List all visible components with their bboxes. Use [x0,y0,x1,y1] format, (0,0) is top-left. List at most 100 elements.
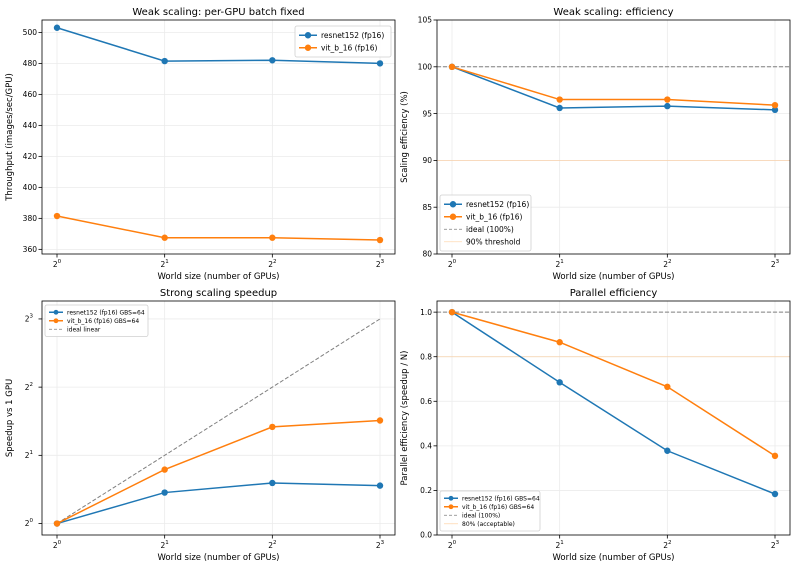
legend-label: vit_b_16 (fp16) [466,212,523,221]
data-point [664,383,671,390]
legend: resnet152 (fp16) GBS=64 vit_b_16 (fp16) G… [44,304,149,337]
y-tick-label: 500 [23,28,38,37]
tick-base: 2 [448,541,453,550]
tick-base: 2 [556,260,561,269]
x-tick-label: 21 [161,540,169,550]
reference-line [56,318,381,524]
series-line [56,27,381,65]
data-point [376,417,384,424]
data-point [771,106,779,114]
legend-label: ideal (100%) [466,225,514,234]
y-tick-label: 22 [25,382,33,392]
tick-base: 2 [25,315,30,324]
y-tick-label: 0.6 [420,397,432,406]
legend-label: resnet152 (fp16) [466,200,529,209]
y-tick-label: 400 [23,183,38,192]
y-tick-label: 440 [23,121,38,130]
data-point [53,212,61,220]
tick-base: 2 [376,541,381,550]
data-point [664,447,671,454]
data-point [53,24,61,31]
x-axis-label: World size (number of GPUs) [552,272,674,282]
x-tick-label: 20 [53,540,62,550]
chart-title: Strong scaling speedup [160,288,277,299]
series-line [56,419,381,525]
legend-swatch-marker [304,32,312,39]
y-tick-label: 100 [418,63,433,72]
tick-base: 2 [376,260,381,269]
axes-frame [41,19,396,255]
x-tick-label: 23 [771,540,780,550]
tick-exponent: 1 [560,259,564,265]
data-point [771,101,779,109]
y-tick-label: 90 [422,156,432,165]
chart-title: Weak scaling: per-GPU batch fixed [132,7,304,18]
data-point [269,423,276,431]
tick-exponent: 0 [453,540,457,546]
data-point [376,60,384,67]
data-point [269,479,276,487]
x-tick-label: 22 [268,259,276,269]
tick-base: 2 [448,260,453,269]
tick-base: 2 [53,260,58,269]
y-tick-label: 380 [23,214,38,223]
series-line [451,311,776,457]
legend-swatch-marker [449,201,457,208]
tick-exponent: 0 [453,259,457,265]
tick-exponent: 3 [381,540,385,546]
legend-label: resnet152 (fp16) GBS=64 [462,495,540,502]
tick-exponent: 0 [58,540,62,546]
y-axis-label: Parallel efficiency (speedup / N) [400,351,410,486]
data-point [448,63,456,70]
x-tick-label: 21 [556,540,564,550]
legend-swatch-marker [448,495,454,501]
data-point [376,236,384,244]
y-axis-label: Scaling efficiency (%) [400,91,410,183]
x-tick-label: 22 [268,540,276,550]
tick-base: 2 [771,541,776,550]
x-tick-label: 21 [161,259,169,269]
series-line [451,66,776,111]
data-point [161,466,168,473]
tick-exponent: 0 [58,259,62,265]
tick-base: 2 [25,383,30,392]
data-point [556,104,563,112]
tick-exponent: 2 [30,382,34,388]
tick-exponent: 0 [30,518,34,524]
legend-swatch-marker [448,504,454,510]
y-tick-label: 480 [23,59,38,68]
tick-exponent: 2 [668,259,672,265]
data-point [664,102,671,110]
legend-swatch-marker [304,44,312,51]
data-point [771,490,779,498]
legend-label: 90% threshold [466,237,521,246]
tick-base: 2 [161,541,166,550]
legend: resnet152 (fp16) vit_b_16 (fp16) ideal (10… [439,194,532,252]
tick-base: 2 [771,260,776,269]
legend-label: resnet152 (fp16) [321,31,384,40]
data-point [771,452,779,460]
tick-base: 2 [556,541,561,550]
tick-base: 2 [663,260,668,269]
chart-title: Parallel efficiency [570,288,658,299]
x-tick-label: 20 [448,259,457,269]
tick-base: 2 [25,519,30,528]
data-point [269,234,276,241]
tick-exponent: 3 [776,259,780,265]
y-tick-label: 85 [422,203,432,212]
x-tick-label: 20 [53,259,62,269]
legend-label: ideal linear [67,326,101,333]
tick-base: 2 [268,260,273,269]
series-line [451,311,776,495]
tick-exponent: 3 [381,259,385,265]
y-tick-label: 0.4 [420,442,432,451]
x-tick-label: 23 [771,259,780,269]
tick-exponent: 1 [165,259,169,265]
data-point [664,96,671,103]
data-point [376,482,384,489]
legend: resnet152 (fp16) GBS=64 vit_b_16 (fp16) G… [439,490,541,532]
legend-label: resnet152 (fp16) GBS=64 [67,309,145,316]
